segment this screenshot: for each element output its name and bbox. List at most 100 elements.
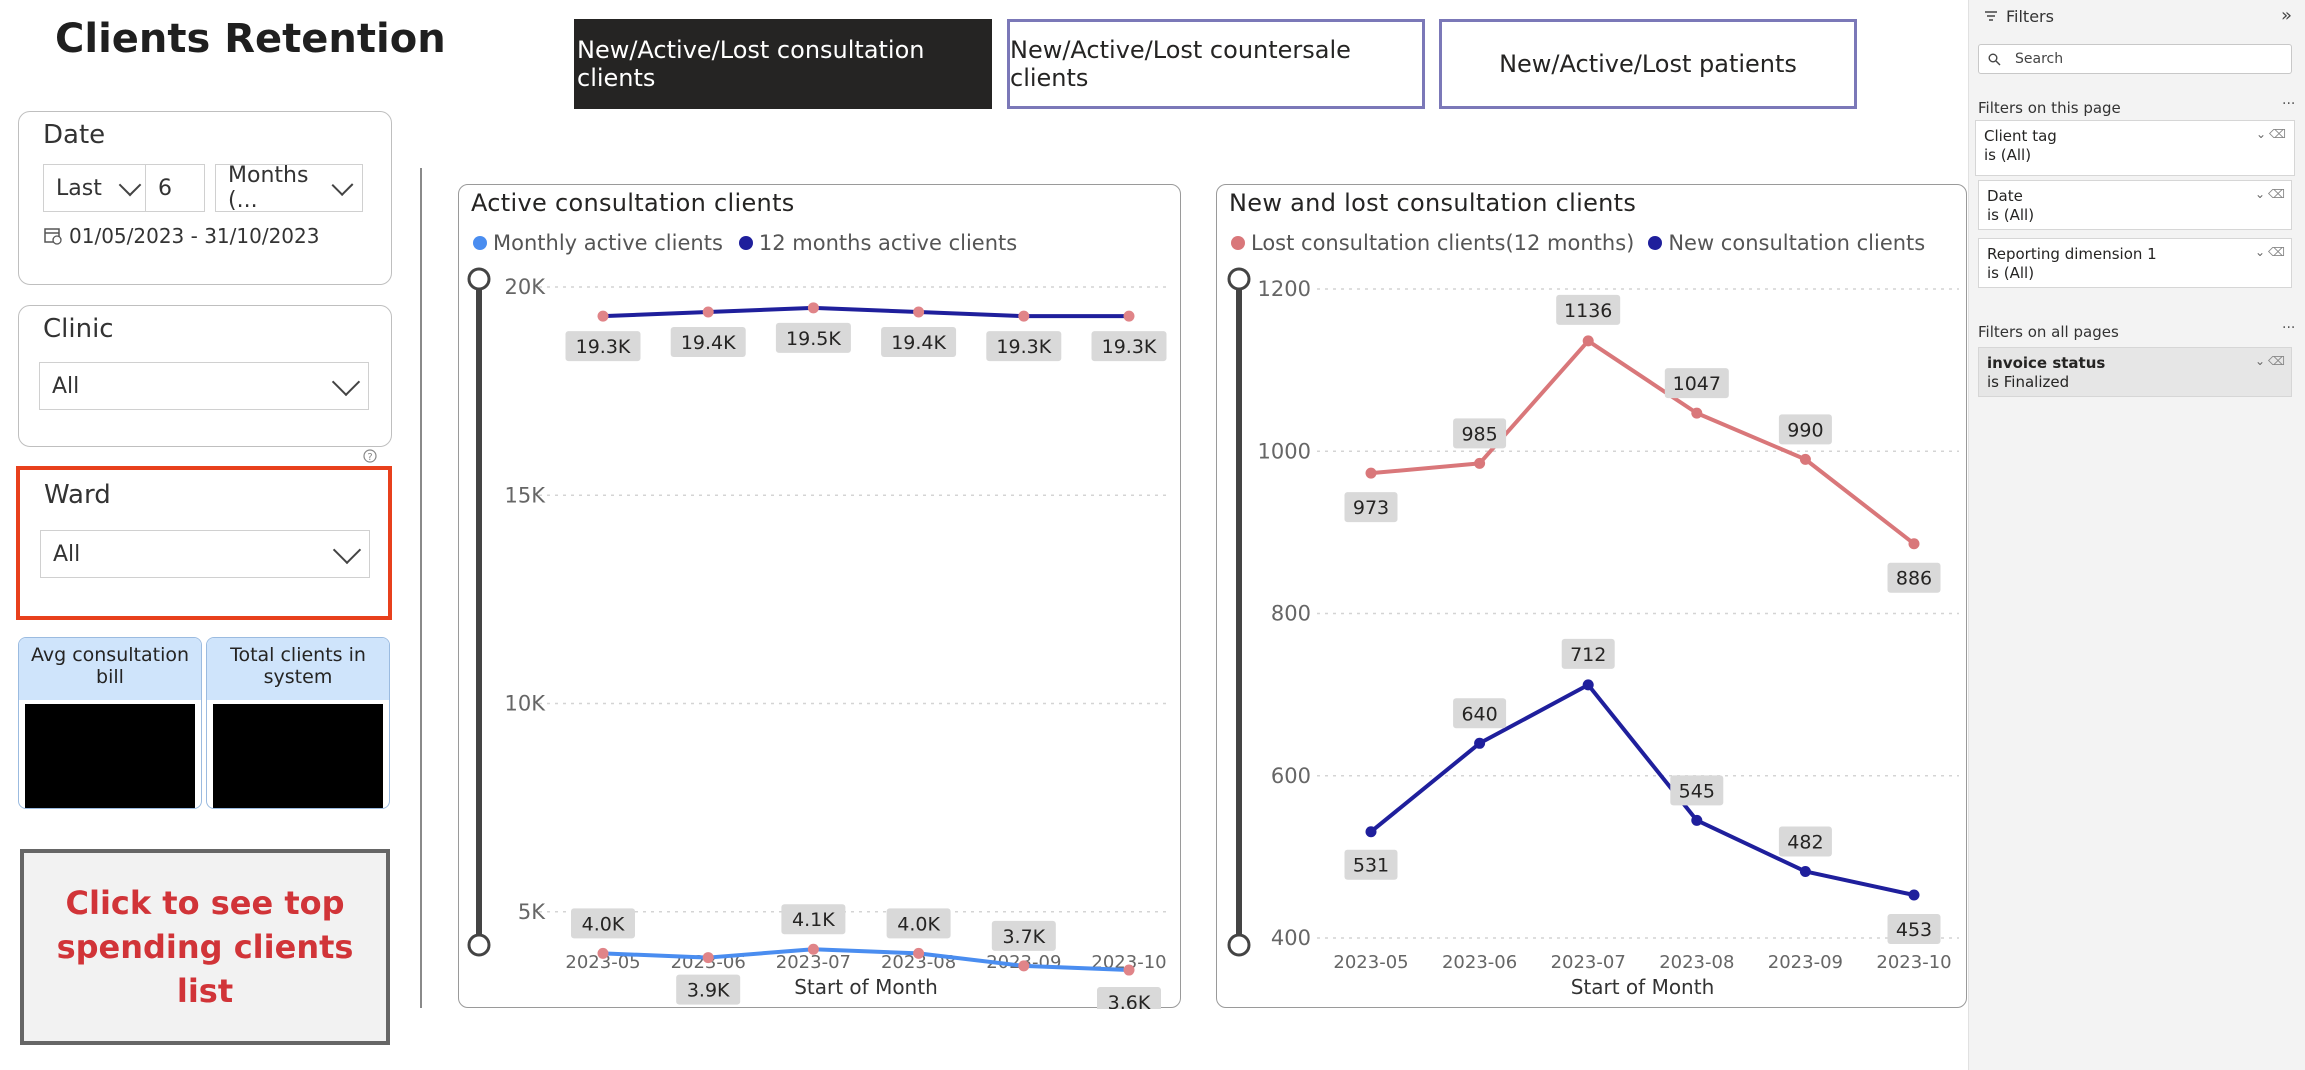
date-slicer-label: Date (43, 120, 106, 150)
clinic-slicer: Clinic All (18, 305, 392, 447)
chevron-down-icon[interactable]: ⌄ (2254, 354, 2265, 368)
chart-title: New and lost consultation clients (1229, 189, 1637, 217)
top-spending-clients-button[interactable]: Click to see top spending clients list (20, 849, 390, 1045)
data-label: 4.0K (897, 913, 940, 935)
data-label: 19.5K (786, 328, 841, 350)
filter-search-input[interactable]: Search (1978, 44, 2292, 74)
date-range-text: 01/05/2023 - 31/10/2023 (69, 224, 320, 248)
nav-countersale-clients-button[interactable]: New/Active/Lost countersale clients (1007, 19, 1425, 109)
data-label-bg (1561, 638, 1615, 669)
more-options-icon[interactable]: ··· (2282, 320, 2296, 336)
ward-dropdown[interactable]: All (40, 530, 370, 578)
data-point (1474, 457, 1486, 469)
filters-pane: Filters » Search Filters on this page ··… (1968, 0, 2305, 1070)
filters-page-section: Filters on this page (1978, 99, 2121, 117)
filter-name: Client tag (1984, 127, 2057, 145)
series-line (602, 305, 1129, 319)
nav-countersale-label: New/Active/Lost countersale clients (1010, 36, 1351, 92)
zoom-slider-handle-bottom (467, 933, 491, 957)
data-point (1799, 865, 1811, 877)
nav-consultation-clients-button[interactable]: New/Active/Lost consultation clients (574, 19, 992, 109)
chart-legend: Lost consultation clients(12 months) New… (1231, 231, 1925, 255)
eraser-icon[interactable]: ⌫ (2268, 245, 2285, 259)
data-label: 545 (1679, 780, 1715, 802)
data-point (1018, 310, 1030, 322)
filter-name: Reporting dimension 1 (1987, 245, 2157, 263)
data-label: 19.4K (681, 332, 736, 354)
filter-state: is (All) (1987, 264, 2035, 282)
filter-card-invoice-status[interactable]: invoice status is Finalized ⌄ ⌫ (1978, 347, 2292, 397)
filter-state: is (All) (1987, 206, 2035, 224)
data-label: 886 (1896, 568, 1932, 590)
search-placeholder: Search (2015, 51, 2064, 67)
chevron-down-icon (118, 173, 142, 197)
legend-swatch (1231, 236, 1245, 250)
data-label-bg (775, 322, 851, 353)
data-label: 3.7K (1002, 926, 1045, 948)
x-tick-label: 2023-07 (1551, 952, 1626, 973)
data-label: 19.3K (576, 336, 631, 358)
x-tick-label: 2023-07 (776, 952, 851, 973)
search-icon (1988, 53, 2001, 66)
ward-slicer: Ward All (16, 466, 392, 620)
y-tick-label: 15K (505, 483, 547, 507)
y-tick-label: 1000 (1258, 439, 1311, 463)
legend-item[interactable]: Monthly active clients (493, 231, 723, 255)
x-tick-label: 2023-08 (1659, 952, 1734, 973)
data-point (913, 947, 925, 959)
data-point (1365, 826, 1377, 838)
chevron-down-icon[interactable]: ⌄ (2254, 187, 2265, 201)
nav-patients-button[interactable]: New/Active/Lost patients (1439, 19, 1857, 109)
data-point (1018, 960, 1030, 972)
data-point (913, 306, 925, 318)
legend-item[interactable]: New consultation clients (1668, 231, 1926, 255)
data-label-bg (1097, 987, 1161, 1009)
data-label-bg (1670, 775, 1724, 806)
active-clients-plot: 5K10K15K20K2023-052023-062023-072023-082… (467, 267, 1169, 1009)
chart-title: Active consultation clients (471, 189, 795, 217)
data-point (1799, 453, 1811, 465)
help-icon[interactable]: ? (362, 448, 378, 464)
chevron-down-icon[interactable]: ⌄ (2254, 245, 2265, 259)
data-point (1908, 538, 1920, 550)
filter-icon (1985, 11, 1997, 21)
eraser-icon[interactable]: ⌫ (2268, 187, 2285, 201)
more-options-icon[interactable]: ··· (2282, 96, 2296, 112)
chevron-down-icon[interactable]: ⌄ (2255, 127, 2266, 141)
filter-card-date[interactable]: Date is (All) ⌄ ⌫ (1978, 180, 2292, 230)
data-point (807, 943, 819, 955)
eraser-icon[interactable]: ⌫ (2269, 127, 2286, 141)
ward-slicer-label: Ward (44, 480, 111, 510)
filter-card-reporting-dimension[interactable]: Reporting dimension 1 is (All) ⌄ ⌫ (1978, 238, 2292, 288)
filter-card-client-tag[interactable]: Client tag is (All) ⌄ ⌫ (1975, 120, 2295, 176)
date-count-value: 6 (158, 175, 172, 201)
active-clients-chart: Active consultation clients Monthly acti… (458, 184, 1181, 1009)
collapse-pane-icon[interactable]: » (2281, 5, 2293, 26)
date-mode-dropdown[interactable]: Last (43, 164, 151, 212)
data-label-bg (991, 920, 1056, 951)
data-point (1123, 310, 1135, 322)
ward-value: All (53, 541, 81, 567)
clinic-value: All (52, 373, 80, 399)
series-line (1370, 338, 1916, 546)
date-unit-dropdown[interactable]: Months (... (215, 163, 363, 213)
data-point (597, 310, 609, 322)
date-count-input[interactable]: 6 (145, 164, 205, 212)
clinic-dropdown[interactable]: All (39, 362, 369, 410)
data-label-bg (886, 908, 951, 939)
chevron-down-icon (332, 535, 362, 565)
y-tick-label: 10K (505, 692, 547, 716)
legend-item[interactable]: Lost consultation clients(12 months) (1251, 231, 1635, 255)
data-label-bg (1887, 562, 1941, 593)
data-point (702, 952, 714, 964)
kpi-total-clients: Total clients in system (206, 637, 390, 809)
eraser-icon[interactable]: ⌫ (2268, 354, 2285, 368)
data-label: 4.0K (582, 913, 625, 935)
kpi-label: Avg consultation bill (19, 638, 201, 700)
date-mode-value: Last (56, 175, 102, 201)
legend-item[interactable]: 12 months active clients (758, 231, 1018, 255)
data-label-bg (1778, 414, 1832, 445)
data-label-bg (1453, 418, 1507, 449)
date-unit-value: Months (... (228, 163, 309, 213)
x-tick-label: 2023-05 (1333, 952, 1408, 973)
